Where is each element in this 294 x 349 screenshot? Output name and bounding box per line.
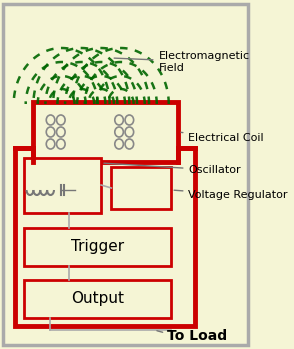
FancyBboxPatch shape xyxy=(111,167,171,209)
Text: Electromagnetic
Field: Electromagnetic Field xyxy=(114,51,250,73)
Text: Trigger: Trigger xyxy=(71,239,124,254)
Text: Output: Output xyxy=(71,291,124,306)
Text: Voltage Regulator: Voltage Regulator xyxy=(174,190,288,200)
FancyBboxPatch shape xyxy=(24,228,171,266)
FancyBboxPatch shape xyxy=(24,280,171,318)
FancyBboxPatch shape xyxy=(4,4,248,345)
Text: Electrical Coil: Electrical Coil xyxy=(181,132,264,143)
FancyBboxPatch shape xyxy=(15,148,195,326)
FancyBboxPatch shape xyxy=(33,102,178,162)
FancyBboxPatch shape xyxy=(24,158,101,213)
Text: To Load: To Load xyxy=(167,329,227,343)
Text: Oscillator: Oscillator xyxy=(104,163,241,175)
